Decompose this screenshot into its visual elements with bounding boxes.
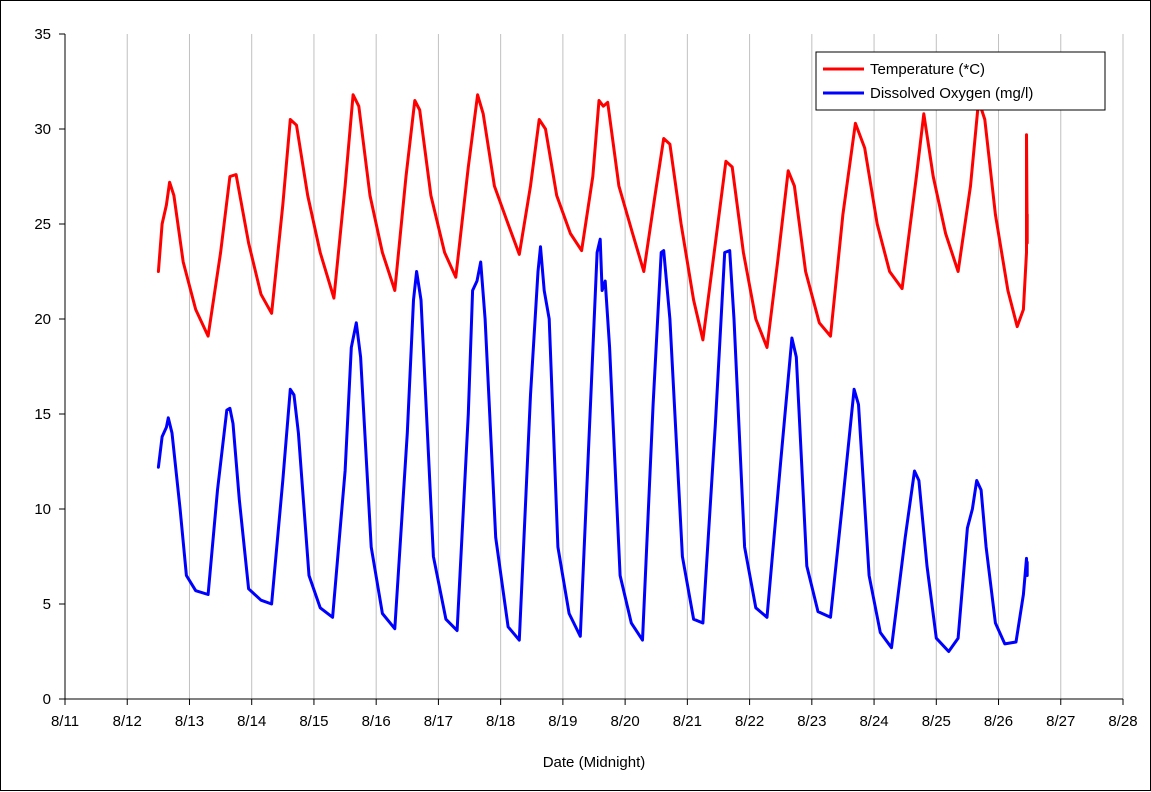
x-tick-label: 8/25 <box>922 713 951 730</box>
y-axis-ticks: 0 5 10 15 20 25 30 35 <box>34 26 65 708</box>
y-tick-label: 25 <box>34 216 51 233</box>
vertical-gridlines <box>126 34 1124 699</box>
axes <box>64 34 1123 700</box>
y-tick-label: 0 <box>43 691 51 708</box>
x-tick-label: 8/22 <box>735 713 764 730</box>
x-tick-label: 8/18 <box>486 713 515 730</box>
legend-label: Dissolved Oxygen (mg/l) <box>870 85 1033 102</box>
y-tick-label: 10 <box>34 501 51 518</box>
x-tick-label: 8/12 <box>113 713 142 730</box>
legend: Temperature (*C) Dissolved Oxygen (mg/l) <box>815 51 1106 111</box>
x-tick-label: 8/14 <box>237 713 266 730</box>
y-tick-label: 35 <box>34 26 51 43</box>
x-tick-label: 8/16 <box>362 713 391 730</box>
y-tick-label: 15 <box>34 406 51 423</box>
temperature-line <box>156 93 1029 349</box>
legend-box <box>815 51 1106 111</box>
x-tick-label: 8/28 <box>1108 713 1137 730</box>
x-tick-label: 8/15 <box>299 713 328 730</box>
series-lines <box>156 93 1029 653</box>
y-tick-label: 30 <box>34 121 51 138</box>
x-tick-label: 8/17 <box>424 713 453 730</box>
x-tick-label: 8/21 <box>673 713 702 730</box>
y-tick-label: 5 <box>43 596 51 613</box>
y-tick-label: 20 <box>34 311 51 328</box>
x-tick-label: 8/20 <box>611 713 640 730</box>
dissolved-oxygen-line <box>156 237 1029 653</box>
x-tick-label: 8/23 <box>797 713 826 730</box>
x-tick-label: 8/13 <box>175 713 204 730</box>
x-tick-label: 8/27 <box>1046 713 1075 730</box>
x-axis-title: Date (Midnight) <box>543 754 646 771</box>
x-tick-label: 8/19 <box>548 713 577 730</box>
x-tick-label: 8/26 <box>984 713 1013 730</box>
x-tick-label: 8/24 <box>859 713 888 730</box>
x-tick-label: 8/11 <box>51 713 79 730</box>
x-axis-ticks: 8/11 8/12 8/13 8/14 8/15 8/16 8/17 8/18 8/19 8/20… <box>51 699 1138 730</box>
legend-label: Temperature (*C) <box>870 61 985 78</box>
